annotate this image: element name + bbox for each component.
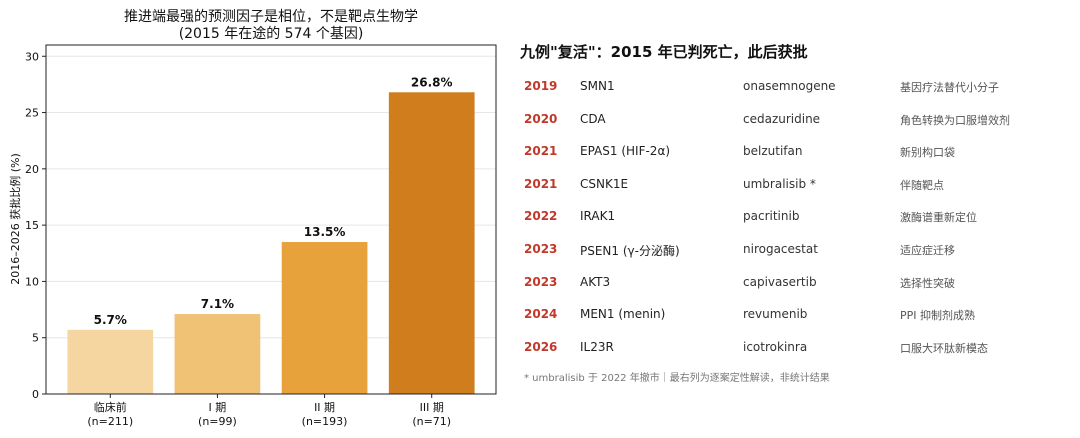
table-footnote: * umbralisib 于 2022 年撤市｜最右列为逐案定性解读，非统计结果 <box>524 373 830 384</box>
row-year: 2024 <box>524 307 558 322</box>
x-tick-count: (n=99) <box>198 415 237 428</box>
table-title: 九例"复活"：2015 年已判死亡，此后获批 <box>520 43 808 61</box>
y-tick-label: 25 <box>25 107 39 120</box>
row-gene: AKT3 <box>580 274 611 289</box>
table-row: 2026 IL23R icotrokinra 口服大环肽新模态 <box>524 340 1064 360</box>
bar <box>388 92 475 394</box>
row-gene: PSEN1 (γ-分泌酶) <box>580 244 680 258</box>
bar <box>174 314 261 394</box>
y-axis-ticks: 0 5 10 15 20 25 30 <box>25 50 46 401</box>
table-row: 2020 CDA cedazuridine 角色转换为口服增效剂 <box>524 112 1064 132</box>
y-tick-label: 20 <box>25 163 39 176</box>
bar-value-label: 13.5% <box>304 225 346 239</box>
bar-chart: 推进端最强的预测因子是相位，不是靶点生物学 (2015 年在途的 574 个基因… <box>8 9 497 428</box>
row-drug: revumenib <box>743 307 808 322</box>
x-tick-label: III 期 <box>420 401 444 414</box>
row-gene: CSNK1E <box>580 176 629 191</box>
row-note: 适应症迁移 <box>900 244 955 257</box>
y-tick-label: 5 <box>32 332 39 345</box>
table-row: 2024 MEN1 (menin) revumenib PPI 抑制剂成熟 <box>524 307 1064 327</box>
bar <box>67 329 154 394</box>
bar-value-label: 5.7% <box>94 313 127 327</box>
x-tick-label: II 期 <box>314 401 335 414</box>
row-year: 2023 <box>524 242 558 256</box>
table-row: 2023 PSEN1 (γ-分泌酶) nirogacestat 适应症迁移 <box>524 242 1064 262</box>
x-tick-count: (n=193) <box>302 415 348 428</box>
row-drug: onasemnogene <box>743 79 836 93</box>
row-year: 2023 <box>524 274 558 289</box>
row-drug: nirogacestat <box>743 242 818 256</box>
bar <box>281 242 368 394</box>
bars: 5.7% 7.1% 13.5% 26.8% <box>67 75 475 394</box>
row-gene: EPAS1 (HIF-2α) <box>580 144 671 159</box>
row-year: 2020 <box>524 111 558 126</box>
row-gene: IL23R <box>580 339 614 354</box>
row-note: 角色转换为口服增效剂 <box>900 113 1010 127</box>
chart-title: 推进端最强的预测因子是相位，不是靶点生物学 <box>124 9 418 25</box>
table-row: 2021 EPAS1 (HIF-2α) belzutifan 新别构口袋 <box>524 144 1064 164</box>
bar-value-label: 7.1% <box>201 297 234 311</box>
row-note: 新别构口袋 <box>900 146 955 160</box>
row-drug: belzutifan <box>743 144 803 159</box>
y-tick-label: 0 <box>32 388 39 401</box>
row-gene: IRAK1 <box>580 209 616 224</box>
row-drug: icotrokinra <box>743 339 808 354</box>
row-drug: umbralisib * <box>743 176 816 191</box>
table-row: 2019 SMN1 onasemnogene 基因疗法替代小分子 <box>524 79 1064 99</box>
row-year: 2021 <box>524 176 558 191</box>
y-tick-label: 30 <box>25 50 39 63</box>
row-year: 2021 <box>524 144 558 159</box>
x-tick-label: I 期 <box>209 401 227 414</box>
y-tick-label: 15 <box>25 219 39 232</box>
row-gene: SMN1 <box>580 79 615 93</box>
row-drug: pacritinib <box>743 209 800 224</box>
y-axis-label: 2016–2026 获批比例 (%) <box>8 153 22 285</box>
y-tick-label: 10 <box>25 275 39 288</box>
row-note: 选择性突破 <box>900 276 955 290</box>
row-drug: capivasertib <box>743 274 817 289</box>
row-year: 2019 <box>524 79 558 93</box>
row-drug: cedazuridine <box>743 111 821 126</box>
chart-subtitle: (2015 年在途的 574 个基因) <box>179 25 364 42</box>
x-tick-count: (n=71) <box>412 415 451 428</box>
row-note: PPI 抑制剂成熟 <box>900 309 976 323</box>
plot-frame <box>45 44 497 395</box>
table-row: 2022 IRAK1 pacritinib 激酶谱重新定位 <box>524 209 1064 229</box>
x-tick-label: 临床前 <box>94 400 127 414</box>
row-gene: CDA <box>580 111 606 126</box>
table-row: 2023 AKT3 capivasertib 选择性突破 <box>524 275 1064 295</box>
row-note: 基因疗法替代小分子 <box>900 81 999 94</box>
row-year: 2022 <box>524 209 558 224</box>
row-note: 伴随靶点 <box>900 178 944 192</box>
bar-value-label: 26.8% <box>411 75 453 89</box>
row-note: 激酶谱重新定位 <box>900 211 977 225</box>
x-axis-ticks: 临床前(n=211) I 期(n=99) II 期(n=193) III 期(n=71… <box>87 394 451 428</box>
row-note: 口服大环肽新模态 <box>900 341 988 355</box>
table-row: 2021 CSNK1E umbralisib * 伴随靶点 <box>524 177 1064 197</box>
row-gene: MEN1 (menin) <box>580 307 666 322</box>
x-tick-count: (n=211) <box>87 415 133 428</box>
row-year: 2026 <box>524 339 558 354</box>
